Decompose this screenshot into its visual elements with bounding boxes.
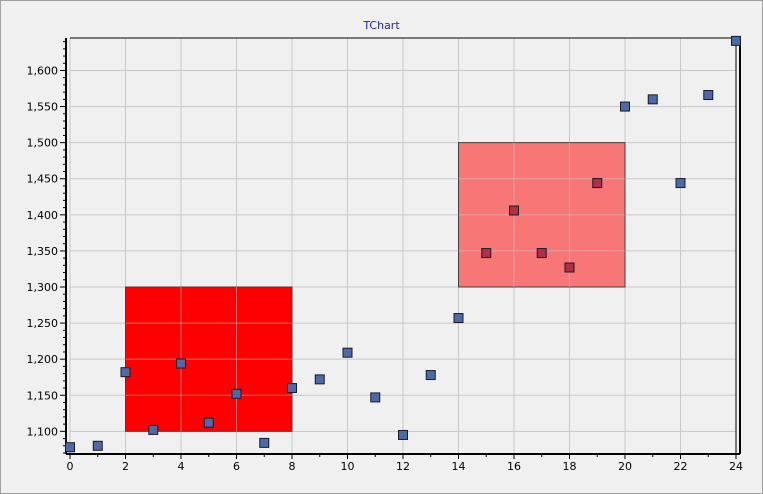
- data-point: [425, 370, 436, 381]
- y-tick-label: 1,200: [27, 353, 59, 366]
- y-tick-label: 1,250: [27, 317, 59, 330]
- data-point: [65, 442, 75, 453]
- data-point: [314, 374, 325, 385]
- data-point: [231, 388, 242, 399]
- y-tick-label: 1,300: [27, 281, 59, 294]
- y-tick-label: 1,500: [27, 137, 59, 150]
- data-point: [536, 248, 547, 259]
- x-tick-label: 24: [729, 460, 743, 473]
- data-point: [620, 101, 630, 112]
- y-tick-label: 1,450: [27, 173, 59, 186]
- x-tick-label: 0: [67, 460, 74, 473]
- data-point: [703, 90, 714, 101]
- y-tick-label: 1,600: [27, 64, 59, 77]
- x-tick-label: 12: [396, 460, 410, 473]
- x-tick-label: 4: [178, 460, 185, 473]
- x-tick-label: 6: [233, 460, 240, 473]
- data-point: [259, 437, 270, 448]
- data-point: [647, 94, 658, 105]
- data-point: [176, 358, 186, 369]
- data-point: [370, 392, 381, 403]
- x-tick-label: 2: [122, 460, 129, 473]
- data-point: [592, 178, 603, 189]
- data-point: [342, 347, 353, 358]
- x-tick-label: 16: [507, 460, 521, 473]
- x-tick-label: 8: [289, 460, 296, 473]
- y-tick-label: 1,550: [27, 101, 59, 114]
- data-point: [453, 313, 464, 324]
- data-point: [203, 417, 214, 428]
- data-point: [120, 367, 131, 378]
- data-point: [509, 205, 519, 216]
- x-tick-label: 22: [674, 460, 688, 473]
- y-tick-label: 1,350: [27, 245, 59, 258]
- data-point: [287, 383, 297, 394]
- y-tick-label: 1,150: [27, 389, 59, 402]
- data-point: [675, 178, 686, 189]
- y-tick-label: 1,100: [27, 425, 59, 438]
- data-point: [481, 248, 492, 259]
- data-point: [148, 424, 159, 435]
- y-tick-label: 1,400: [27, 209, 59, 222]
- x-tick-label: 20: [618, 460, 632, 473]
- data-point: [398, 429, 408, 440]
- data-point: [92, 440, 103, 451]
- x-tick-label: 10: [341, 460, 355, 473]
- x-tick-label: 14: [452, 460, 466, 473]
- data-point: [731, 35, 741, 46]
- data-point: [564, 262, 575, 273]
- chart-title: TChart: [363, 19, 400, 32]
- x-tick-label: 18: [563, 460, 577, 473]
